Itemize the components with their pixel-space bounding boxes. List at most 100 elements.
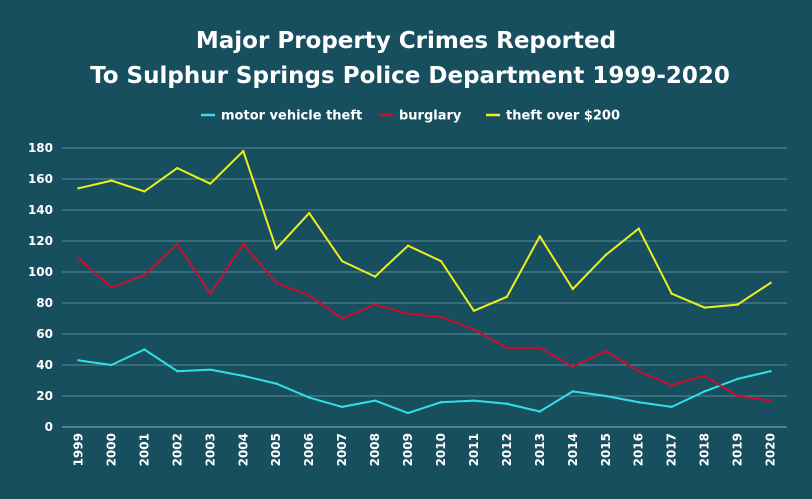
data-point: [769, 399, 772, 402]
x-tick-label: 2009: [401, 433, 415, 466]
data-point: [176, 242, 179, 246]
data-point: [77, 256, 80, 260]
data-point: [472, 399, 476, 402]
y-tick-label: 80: [36, 296, 53, 310]
data-point: [340, 405, 344, 409]
x-tick-label: 2007: [335, 433, 349, 466]
data-point: [637, 370, 640, 373]
data-point: [604, 394, 607, 398]
y-tick-label: 180: [28, 141, 53, 155]
data-point: [406, 312, 410, 316]
data-point: [670, 405, 673, 409]
data-point: [604, 349, 607, 353]
x-tick-label: 2005: [269, 433, 283, 466]
series-line-2: [78, 150, 772, 312]
data-point: [472, 309, 476, 312]
x-tick-label: 2019: [731, 433, 745, 466]
series-lines: [77, 149, 772, 415]
x-tick-label: 2020: [764, 433, 778, 466]
data-point: [143, 190, 146, 193]
data-point: [77, 359, 80, 362]
legend-label: burglary: [399, 109, 462, 124]
data-point: [637, 227, 640, 230]
data-point: [242, 374, 245, 378]
data-point: [110, 286, 113, 289]
data-point: [571, 287, 574, 291]
data-point: [242, 242, 245, 246]
data-point: [406, 244, 410, 247]
data-point: [538, 235, 542, 238]
data-point: [736, 394, 739, 398]
x-tick-label: 2011: [467, 433, 481, 466]
x-tick-label: 2013: [533, 433, 547, 466]
data-point: [373, 275, 377, 278]
x-tick-label: 2002: [170, 433, 184, 466]
x-tick-label: 2008: [368, 433, 382, 466]
data-point: [275, 247, 278, 250]
data-point: [340, 317, 344, 320]
data-point: [209, 292, 212, 295]
data-point: [769, 281, 772, 285]
data-point: [439, 315, 443, 319]
series-line-1: [77, 243, 771, 402]
chart-title: Major Property Crimes Reported: [196, 28, 616, 54]
y-tick-label: 0: [45, 420, 53, 434]
chart-subtitle: To Sulphur Springs Police Department 199…: [90, 63, 730, 89]
data-point: [143, 348, 146, 351]
data-point: [769, 370, 772, 373]
data-point: [439, 259, 443, 263]
data-point: [571, 365, 574, 368]
data-point: [505, 402, 509, 405]
data-point: [373, 303, 377, 306]
data-point: [736, 377, 739, 381]
x-tick-label: 2001: [137, 433, 151, 466]
data-point: [340, 259, 344, 263]
data-point: [77, 187, 80, 190]
data-point: [670, 292, 673, 295]
x-tick-label: 2014: [566, 433, 580, 466]
y-tick-label: 120: [28, 234, 53, 248]
data-point: [176, 166, 179, 170]
x-tick-label: 2006: [302, 433, 316, 466]
legend-label: motor vehicle theft: [221, 109, 362, 124]
y-tick-label: 20: [36, 389, 53, 403]
data-point: [472, 328, 476, 331]
data-point: [373, 399, 377, 402]
x-tick-label: 2012: [500, 433, 514, 466]
data-point: [703, 390, 706, 393]
x-tick-label: 1999: [71, 433, 85, 466]
x-tick-label: 2017: [665, 433, 679, 466]
data-point: [275, 281, 278, 285]
data-point: [505, 346, 509, 350]
data-point: [209, 182, 212, 185]
data-point: [439, 401, 443, 404]
data-point: [176, 370, 179, 373]
series-line-0: [78, 348, 771, 415]
y-axis-ticks: 0 20 40 60 80 100 120 140 160 180: [28, 141, 53, 434]
data-point: [307, 396, 311, 399]
data-point: [110, 179, 113, 182]
data-point: [307, 211, 311, 215]
legend-label: theft over $200: [506, 109, 620, 124]
x-tick-label: 2016: [632, 433, 646, 466]
y-tick-label: 60: [36, 327, 53, 341]
data-point: [736, 303, 739, 306]
x-tick-label: 2000: [104, 433, 118, 466]
x-tick-label: 2015: [599, 433, 613, 466]
legend: motor vehicle theft burglary theft over $2…: [201, 109, 620, 124]
data-point: [703, 306, 706, 309]
y-tick-label: 140: [28, 203, 53, 217]
x-axis-ticks: 1999 2000 2001 2002 2003 2004 2005 2006 2007 2008…: [71, 433, 777, 466]
x-tick-label: 2010: [434, 433, 448, 466]
data-point: [143, 273, 146, 277]
data-point: [670, 383, 673, 387]
x-tick-label: 2018: [698, 433, 712, 466]
y-tick-label: 40: [36, 358, 53, 372]
data-point: [637, 401, 640, 404]
data-point: [505, 295, 509, 298]
y-tick-label: 100: [28, 265, 53, 279]
data-point: [604, 253, 607, 257]
y-tick-label: 160: [28, 172, 53, 186]
data-point: [571, 390, 574, 393]
